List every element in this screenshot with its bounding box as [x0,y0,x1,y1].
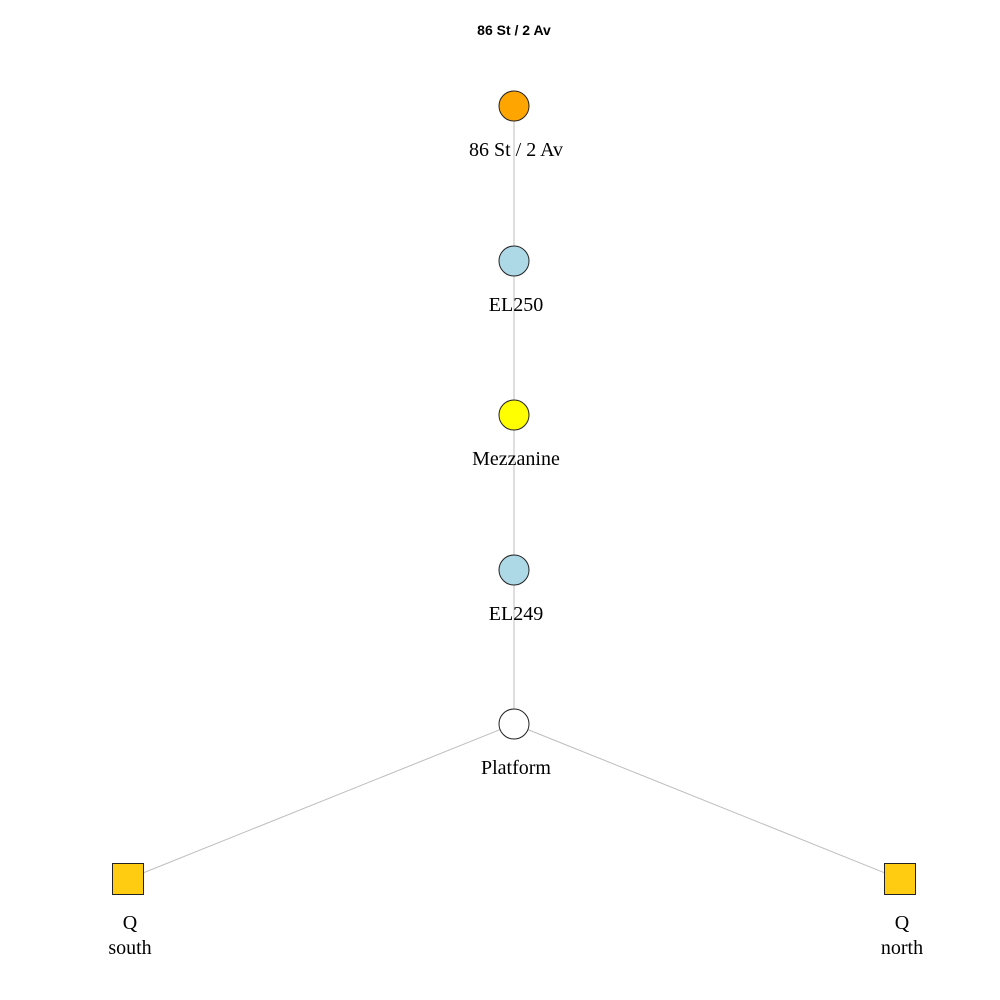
node-q-south-label: Q [123,912,138,934]
node-platform-circle [498,708,530,740]
node-platform: Platform [481,708,551,779]
node-mezzanine-circle [498,399,530,431]
node-el250-circle [498,245,530,277]
node-platform-label: Platform [481,757,551,779]
node-el249: EL249 [489,554,543,625]
node-q-north-label: Q [895,912,910,934]
node-mezzanine-label: Mezzanine [472,448,560,470]
node-station-circle [498,90,530,122]
node-q-south-square [112,863,144,895]
diagram-title: 86 St / 2 Av [477,22,551,38]
edge-platform-q-south [127,723,515,880]
node-mezzanine: Mezzanine [472,399,560,470]
node-q-south-label: south [108,937,151,959]
nodes-layer: 86 St / 2 Av EL250 Mezzanine EL249 Platform Q… [108,90,923,959]
node-q-north-square [884,863,916,895]
node-el249-label: EL249 [489,603,543,625]
node-el250-label: EL250 [489,294,543,316]
node-station-label: 86 St / 2 Av [469,139,563,161]
node-el250: EL250 [489,245,543,316]
node-el249-circle [498,554,530,586]
node-q-north-label: north [881,937,923,959]
node-station: 86 St / 2 Av [469,90,563,161]
edge-platform-q-north [513,723,901,880]
edges-layer [127,106,901,880]
